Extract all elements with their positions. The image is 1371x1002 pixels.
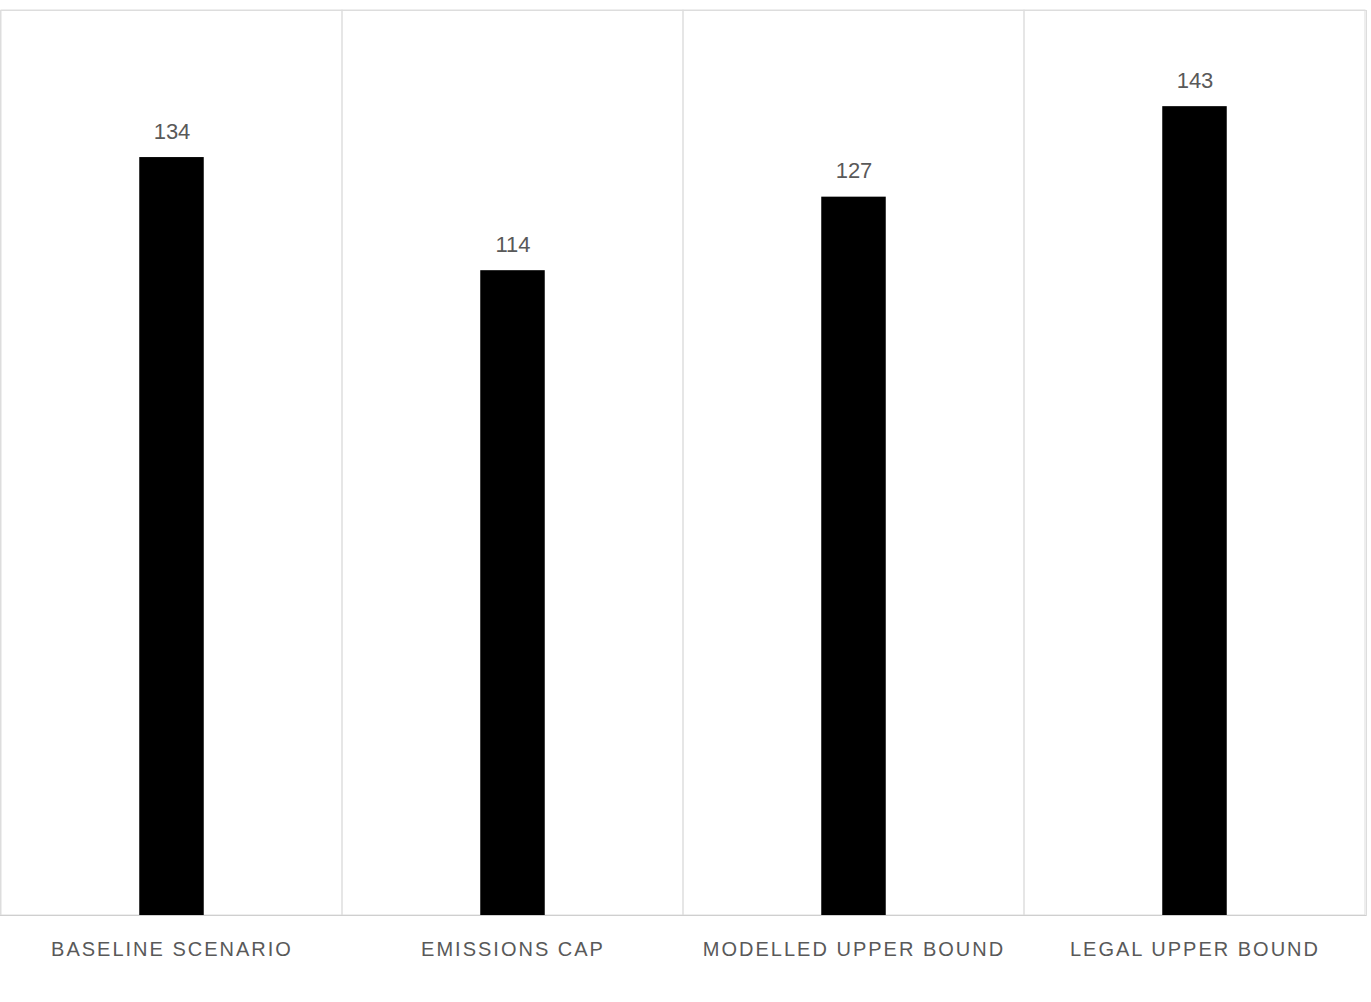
svg-text:143: 143 xyxy=(1177,68,1214,93)
svg-text:BASELINE SCENARIO: BASELINE SCENARIO xyxy=(51,938,293,960)
svg-text:EMISSIONS CAP: EMISSIONS CAP xyxy=(421,938,605,960)
svg-text:MODELLED UPPER BOUND: MODELLED UPPER BOUND xyxy=(703,938,1005,960)
svg-text:127: 127 xyxy=(836,158,873,183)
svg-text:114: 114 xyxy=(495,232,530,257)
svg-text:134: 134 xyxy=(154,119,191,144)
svg-text:LEGAL UPPER BOUND: LEGAL UPPER BOUND xyxy=(1070,938,1320,960)
